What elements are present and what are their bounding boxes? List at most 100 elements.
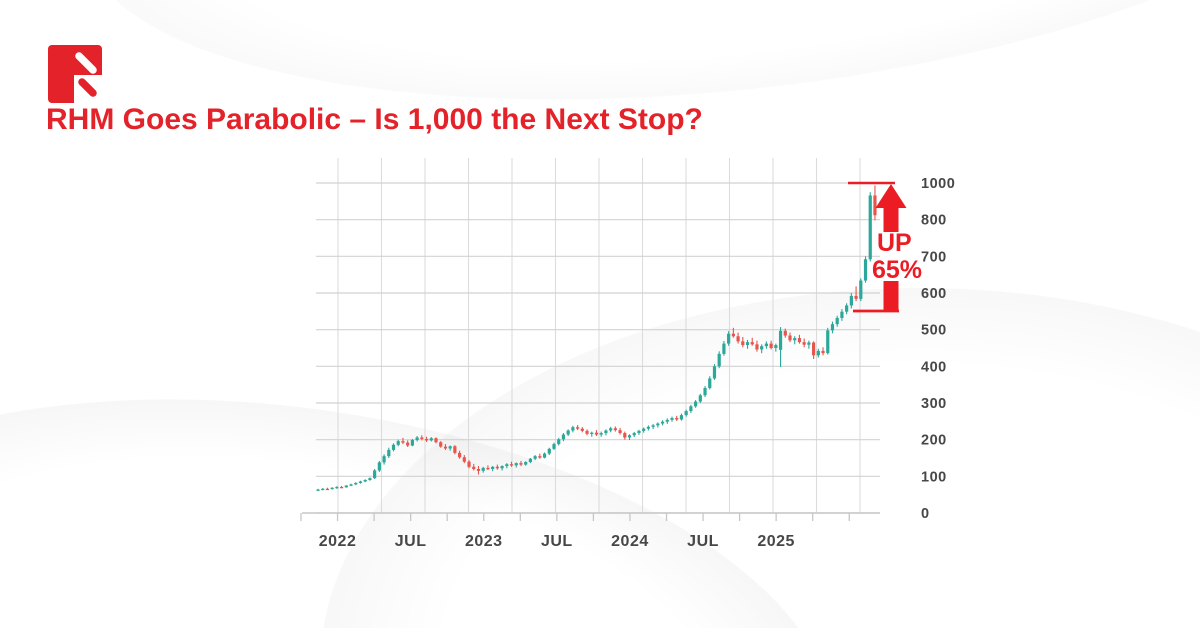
candle-body <box>745 342 750 346</box>
candle-body <box>514 463 518 466</box>
candle-body <box>557 439 561 445</box>
candle-body <box>373 470 377 479</box>
y-tick-label: 1000 <box>921 176 955 192</box>
candle-body <box>632 433 636 436</box>
candle-body <box>415 437 419 441</box>
candle-body <box>854 295 858 299</box>
candle-body <box>354 482 358 485</box>
annotation-label-up: UP <box>877 229 912 257</box>
candle-body <box>462 457 466 462</box>
candle-body <box>708 378 712 388</box>
x-tick-label: 2024 <box>611 533 649 550</box>
candle-body <box>349 484 353 486</box>
page-title: RHM Goes Parabolic – Is 1,000 the Next S… <box>46 103 703 136</box>
candle-body <box>472 466 476 469</box>
candle-body <box>335 486 339 489</box>
y-tick-label: 500 <box>921 323 947 339</box>
candle-body <box>443 446 448 449</box>
candle-body <box>670 418 674 420</box>
candle-body <box>849 295 853 306</box>
candle-body <box>538 456 542 458</box>
candle-body <box>344 485 348 488</box>
candle-body <box>358 481 363 483</box>
candle-body <box>509 464 514 466</box>
candle-body <box>717 353 721 367</box>
annotation-label-65: 65% <box>872 256 922 284</box>
candle-body <box>406 442 410 446</box>
candle-body <box>453 446 457 453</box>
candle-body <box>429 438 433 441</box>
y-tick-label: 0 <box>921 506 930 522</box>
candle-body <box>476 469 481 471</box>
candle-body <box>873 195 877 216</box>
candle-body <box>495 466 499 469</box>
up-arrow-shaft-top <box>883 206 899 232</box>
candle-body <box>623 433 627 438</box>
candle-body <box>561 434 566 440</box>
candle-body <box>486 467 490 470</box>
y-tick-label: 400 <box>921 359 947 375</box>
candle-body <box>439 442 443 447</box>
candle-body <box>434 438 438 443</box>
x-tick-label: JUL <box>687 533 719 550</box>
candle-body <box>458 452 462 458</box>
candle-body <box>741 341 745 346</box>
candle-body <box>321 488 325 491</box>
grid-horizontal <box>316 182 880 514</box>
y-tick-label: 100 <box>921 469 947 485</box>
logo-slash-white <box>75 52 97 74</box>
y-tick-label: 800 <box>921 213 947 229</box>
candle-body <box>656 423 660 426</box>
up-arrow-head <box>875 184 907 208</box>
candle-body <box>519 463 523 465</box>
y-tick-label: 700 <box>921 249 947 265</box>
candle-body <box>684 411 688 416</box>
candle-body <box>797 338 802 343</box>
brand-logo <box>48 45 102 103</box>
grid-vertical <box>337 158 861 513</box>
candle-body <box>727 333 731 344</box>
candle-body <box>547 448 551 454</box>
candle-body <box>826 330 830 354</box>
candle-body <box>340 486 344 489</box>
candle-body <box>821 350 825 354</box>
candle-body <box>613 428 617 431</box>
candle-body <box>660 421 665 424</box>
candle-body <box>769 343 773 348</box>
candle-body <box>410 440 414 446</box>
candle-body <box>840 311 844 318</box>
logo-slash-red <box>78 78 97 97</box>
x-axis <box>300 512 880 521</box>
candle-body <box>679 415 684 420</box>
candle-body <box>646 426 650 429</box>
candle-body <box>316 489 320 491</box>
candle-body <box>524 462 528 465</box>
candle-body <box>481 467 485 471</box>
candle-body <box>830 324 835 331</box>
candle-body <box>576 427 580 429</box>
x-tick-label: 2023 <box>465 533 503 550</box>
candle-body <box>637 430 641 434</box>
x-axis-labels: 2022 JUL 2023 JUL 2024 JUL 2025 <box>319 533 795 550</box>
candle-body <box>642 428 646 431</box>
candle-body <box>330 487 334 490</box>
candle-body <box>627 435 632 438</box>
candle-body <box>703 387 707 396</box>
candle-body <box>325 488 330 491</box>
candle-body <box>396 441 400 445</box>
candle-body <box>505 464 509 467</box>
candle-body <box>368 478 372 480</box>
candle-body <box>604 430 608 434</box>
candle-body <box>845 305 849 312</box>
candle-body <box>552 444 556 449</box>
candle-body <box>420 437 424 439</box>
candles <box>316 185 877 491</box>
candle-body <box>859 280 863 299</box>
candle-body <box>467 461 471 467</box>
candle-body <box>363 480 367 482</box>
